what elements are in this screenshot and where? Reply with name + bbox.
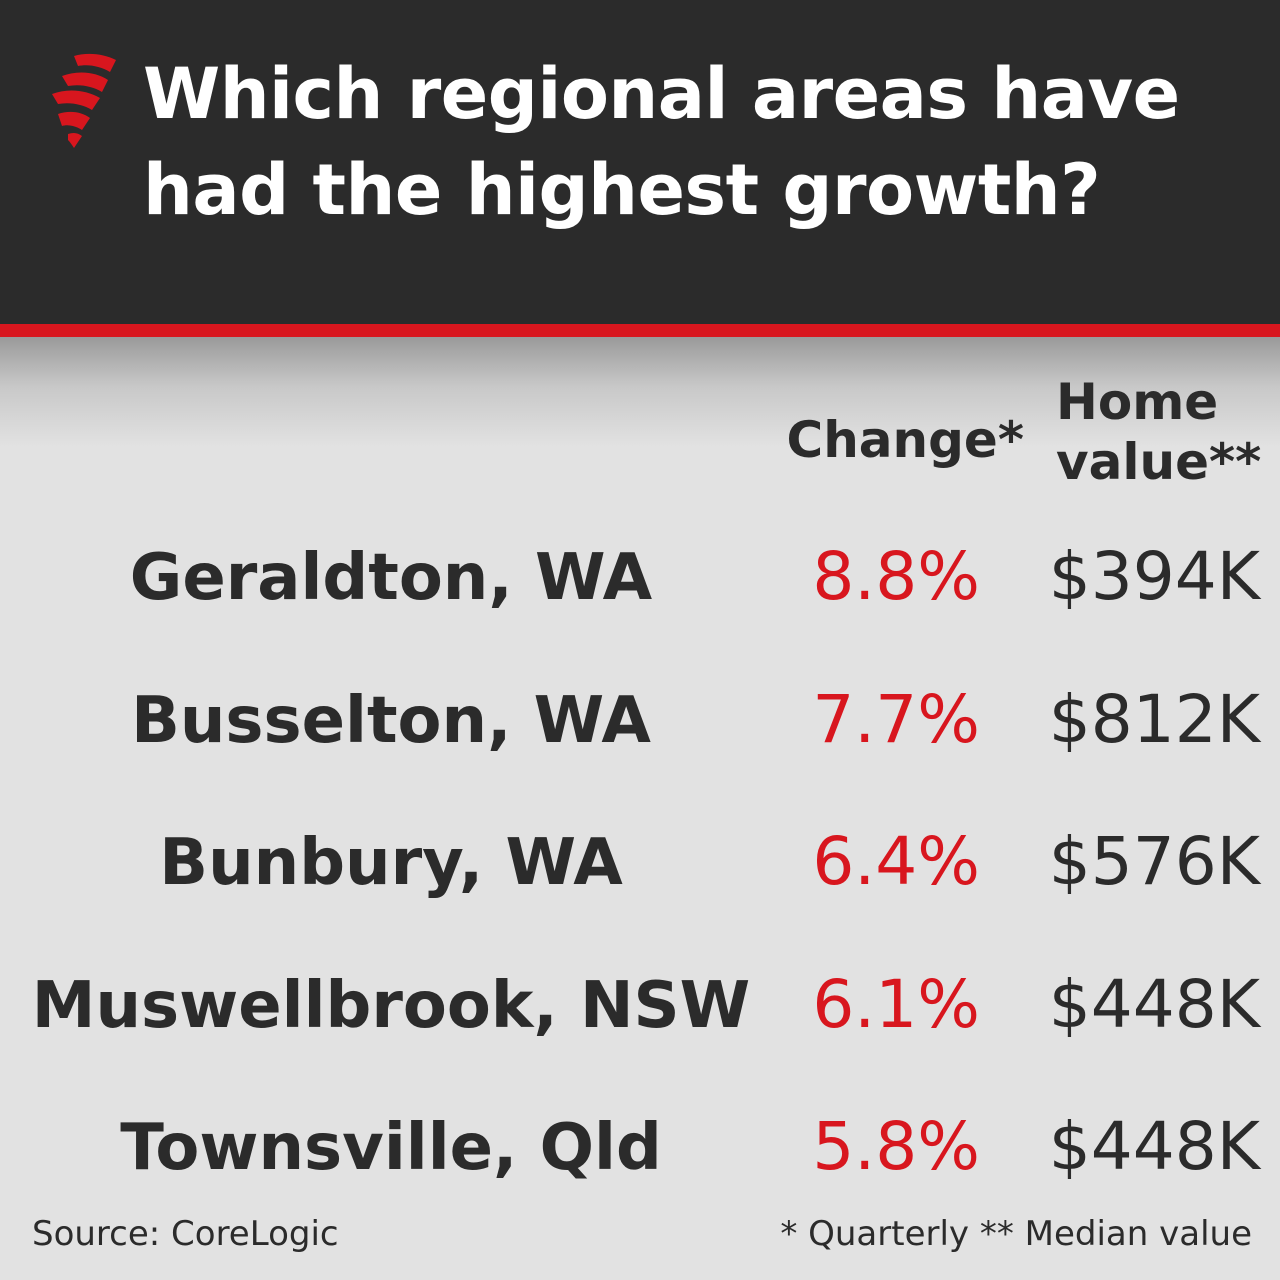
table-row: Busselton, WA 7.7% $812K (0, 666, 1280, 776)
source-note: Source: CoreLogic (32, 1214, 339, 1254)
row-change-value: 5.8% (812, 1108, 980, 1185)
row-area-name: Busselton, WA (131, 683, 651, 758)
row-change-value: 8.8% (812, 538, 980, 615)
row-home-value: $576K (1048, 823, 1260, 900)
header-bar (0, 0, 1280, 324)
row-area-name: Townsville, Qld (120, 1111, 662, 1185)
column-header-change: Change* (786, 411, 1024, 469)
header-red-rule (0, 324, 1280, 337)
column-header-home-value: Home value** (1056, 372, 1280, 492)
sbs-flame-logo-icon (52, 53, 116, 148)
table-row: Townsville, Qld 5.8% $448K (0, 1093, 1280, 1203)
row-area-name: Geraldton, WA (129, 541, 653, 615)
column-header-home-value-label: Home value** (1056, 373, 1262, 491)
row-change-value: 6.1% (812, 965, 980, 1043)
row-home-value: $812K (1048, 680, 1260, 758)
row-change-value: 7.7% (812, 680, 980, 758)
table-row: Bunbury, WA 6.4% $576K (0, 808, 1280, 918)
page-title: Which regional areas have had the highes… (143, 53, 1180, 231)
row-area-name: Bunbury, WA (159, 826, 623, 900)
footnote: * Quarterly ** Median value (780, 1214, 1252, 1254)
row-change-value: 6.4% (812, 823, 980, 900)
row-home-value: $448K (1048, 965, 1260, 1043)
header-shadow (0, 337, 1280, 447)
row-home-value: $394K (1048, 538, 1260, 615)
row-home-value: $448K (1048, 1108, 1260, 1185)
table-row: Muswellbrook, NSW 6.1% $448K (0, 951, 1280, 1061)
row-area-name: Muswellbrook, NSW (31, 968, 751, 1043)
table-row: Geraldton, WA 8.8% $394K (0, 523, 1280, 633)
